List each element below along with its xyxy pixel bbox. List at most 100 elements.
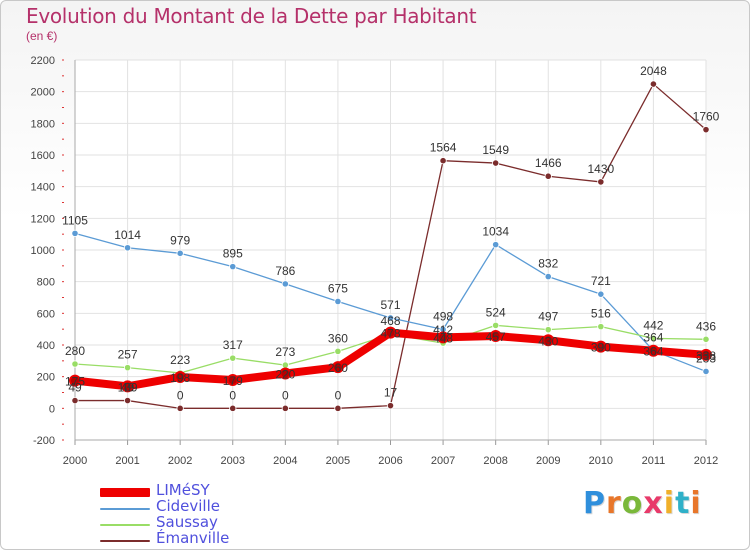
data-point [334, 347, 342, 355]
y-tick-label: 1600 [31, 150, 55, 162]
y-tick-label: 1000 [31, 245, 55, 257]
data-label: 675 [328, 281, 348, 295]
data-point [71, 360, 79, 368]
data-label: 786 [275, 264, 295, 278]
data-point [121, 380, 134, 393]
data-point [544, 172, 552, 180]
data-label: 2048 [640, 64, 667, 78]
y-tick-label: 200 [37, 372, 55, 384]
data-label: 1105 [62, 213, 88, 227]
legend-swatch [100, 488, 150, 497]
data-point [544, 272, 552, 281]
data-point [174, 370, 187, 383]
x-tick-label: 2004 [273, 455, 297, 467]
y-tick-label: 800 [37, 277, 55, 289]
data-point [649, 334, 658, 342]
data-point [489, 329, 502, 342]
data-label: 49 [121, 381, 135, 395]
logo-letter: i [663, 486, 676, 521]
legend-label: Cideville [156, 497, 220, 515]
x-tick-label: 2012 [694, 455, 718, 467]
logo-letter: t [675, 486, 691, 521]
data-label: 524 [486, 305, 506, 319]
y-tick-label: 600 [37, 308, 55, 320]
data-label: 49 [68, 381, 82, 395]
data-label: 516 [591, 307, 611, 321]
data-point [71, 396, 79, 405]
data-point [386, 402, 395, 410]
x-tick-label: 2005 [326, 455, 350, 467]
data-label: 0 [282, 388, 289, 402]
x-tick-label: 2002 [168, 455, 192, 467]
data-point [492, 159, 500, 167]
data-label: 430 [538, 334, 558, 348]
data-point [229, 263, 237, 271]
y-tick-label: 1200 [31, 213, 55, 225]
data-label: 448 [433, 331, 453, 345]
data-label: 280 [65, 344, 85, 358]
logo-letter: i [690, 486, 702, 521]
data-point [700, 348, 712, 361]
data-point [123, 244, 132, 252]
data-point [123, 364, 132, 372]
y-tick-label: 1400 [31, 182, 55, 194]
x-tick-label: 2006 [378, 455, 402, 467]
y-tick-label: 2200 [31, 55, 55, 67]
data-label: 442 [643, 318, 663, 332]
y-tick-label: 1800 [31, 118, 55, 130]
data-label: 1430 [587, 162, 614, 176]
x-tick-label: 2010 [589, 455, 613, 467]
data-label: 497 [538, 310, 558, 324]
data-label: 1549 [482, 143, 509, 157]
x-tick-label: 2009 [536, 455, 560, 467]
data-point [229, 354, 237, 362]
data-label: 260 [328, 361, 348, 375]
data-point [492, 241, 500, 249]
legend-label: LIMéSY [156, 481, 210, 499]
data-label: 139 [118, 380, 138, 394]
data-label: 257 [118, 348, 138, 362]
data-point [702, 335, 710, 343]
data-point [647, 344, 660, 357]
data-label: 338 [696, 349, 716, 363]
data-label: 498 [433, 309, 453, 323]
data-label: 198 [170, 371, 190, 385]
legend-item: Cideville [100, 497, 300, 516]
data-point [229, 404, 237, 412]
data-point [123, 396, 132, 405]
logo-letter: x [643, 486, 664, 521]
data-label: 0 [229, 388, 236, 402]
y-tick-label: -200 [33, 435, 55, 447]
data-label: 223 [170, 353, 190, 367]
legend-item: LIMéSY [100, 481, 300, 500]
data-point [594, 340, 607, 353]
data-point [331, 361, 344, 374]
x-tick-label: 2007 [431, 455, 455, 467]
logo-letter: o [621, 486, 644, 521]
data-label: 179 [223, 374, 243, 388]
data-label: 571 [380, 298, 400, 312]
x-tick-label: 2001 [115, 455, 139, 467]
data-label: 1034 [482, 225, 509, 239]
data-point [492, 321, 500, 329]
data-point [597, 290, 605, 298]
data-label: 412 [433, 323, 453, 337]
y-tick-label: 400 [37, 340, 55, 352]
data-label: 220 [275, 368, 295, 382]
chart-title: Evolution du Montant de la Dette par Hab… [26, 4, 477, 28]
logo-letter: P [583, 486, 606, 521]
data-label: 1564 [430, 141, 457, 155]
data-label: 1760 [693, 110, 720, 124]
data-label: 478 [380, 327, 400, 341]
data-point [334, 404, 342, 412]
data-label: 1014 [114, 228, 141, 242]
data-point [176, 404, 184, 412]
legend-label: Saussay [156, 513, 218, 531]
legend-label: Émanville [156, 529, 230, 547]
data-label: 1466 [535, 156, 562, 170]
data-point [281, 404, 289, 412]
data-label: 468 [380, 314, 400, 328]
x-tick-label: 2011 [642, 455, 666, 467]
legend-swatch [100, 508, 150, 510]
